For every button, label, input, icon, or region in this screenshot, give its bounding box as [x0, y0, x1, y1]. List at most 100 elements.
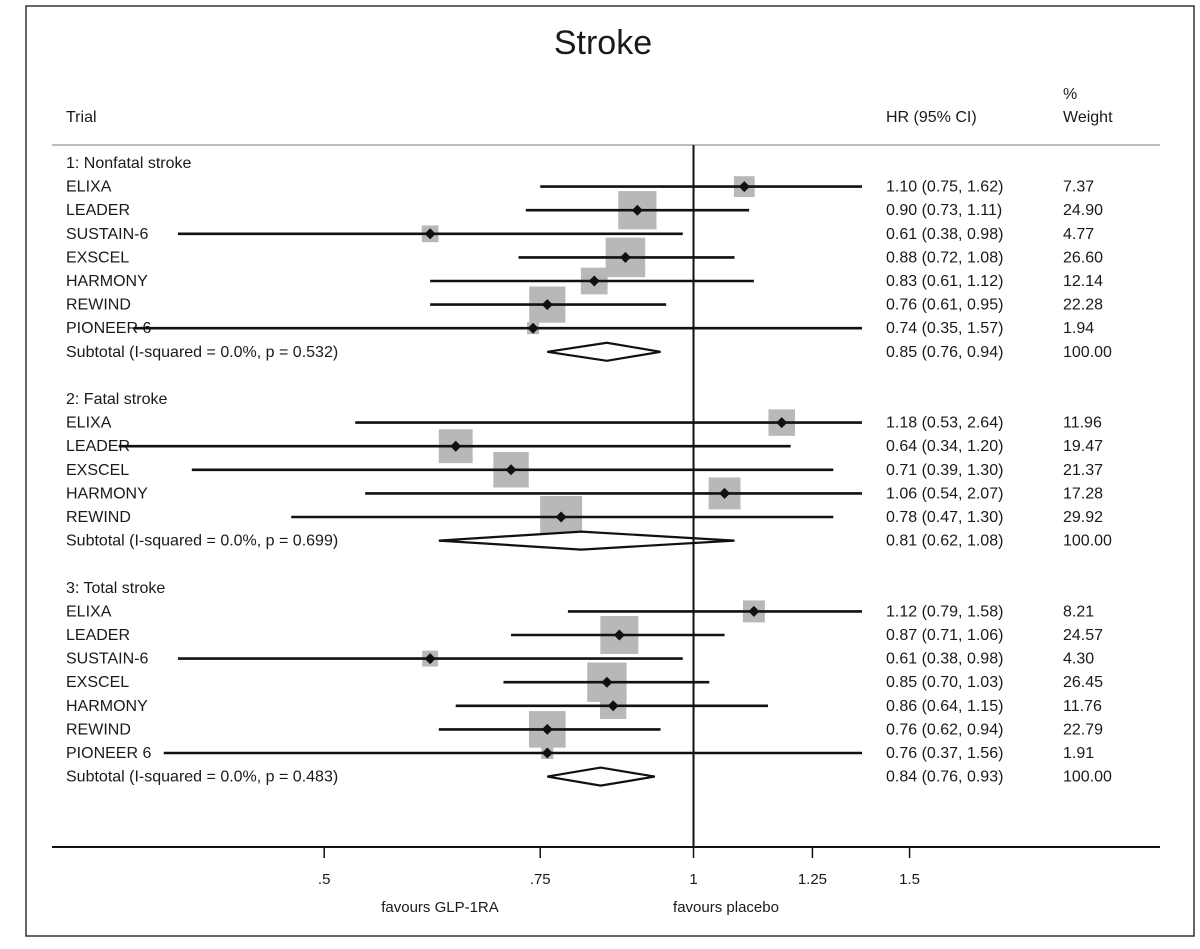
hr-ci-text: 1.06 (0.54, 2.07): [886, 485, 1003, 502]
study-name: PIONEER 6: [66, 745, 151, 762]
study-row: HARMONY 0.86 (0.64, 1.15) 11.76: [66, 692, 1102, 719]
col-header-weight: Weight: [1063, 109, 1113, 126]
study-row: HARMONY 0.83 (0.61, 1.12) 12.14: [66, 267, 1103, 295]
weight-text: 29.92: [1063, 509, 1103, 526]
study-row: EXSCEL 0.88 (0.72, 1.08) 26.60: [66, 237, 1103, 278]
study-name: EXSCEL: [66, 249, 129, 266]
subtotal-row: Subtotal (I-squared = 0.0%, p = 0.483) 0.…: [66, 766, 1112, 787]
hr-ci-text: 0.76 (0.62, 0.94): [886, 721, 1003, 738]
weight-text: 12.14: [1063, 273, 1103, 290]
study-row: PIONEER 6 0.74 (0.35, 1.57) 1.94: [66, 320, 1094, 337]
study-row: LEADER 0.87 (0.71, 1.06) 24.57: [66, 615, 1103, 655]
col-header-trial: Trial: [66, 109, 97, 126]
point-estimate: [748, 605, 760, 617]
study-name: HARMONY: [66, 273, 148, 290]
weight-text: 17.28: [1063, 485, 1103, 502]
point-estimate: [776, 417, 788, 429]
weight-text: 11.96: [1063, 415, 1102, 432]
subtotal-weight-text: 100.00: [1063, 769, 1112, 786]
study-row: REWIND 0.76 (0.62, 0.94) 22.79: [66, 711, 1103, 748]
weight-text: 26.60: [1063, 249, 1103, 266]
subtotal-row: Subtotal (I-squared = 0.0%, p = 0.532) 0.…: [66, 341, 1112, 362]
hr-ci-text: 0.78 (0.47, 1.30): [886, 509, 1003, 526]
hr-ci-text: 1.18 (0.53, 2.64): [886, 415, 1003, 432]
study-name: SUSTAIN-6: [66, 651, 148, 668]
study-name: HARMONY: [66, 698, 148, 715]
study-name: ELIXA: [66, 603, 112, 620]
weight-text: 1.94: [1063, 320, 1094, 337]
subtotal-diamond: [547, 766, 656, 787]
study-name: EXSCEL: [66, 674, 129, 691]
weight-text: 1.91: [1063, 745, 1094, 762]
hr-ci-text: 0.61 (0.38, 0.98): [886, 651, 1003, 668]
weight-text: 4.77: [1063, 226, 1094, 243]
study-name: EXSCEL: [66, 462, 129, 479]
weight-text: 7.37: [1063, 179, 1094, 196]
study-name: REWIND: [66, 297, 131, 314]
x-tick-label: 1: [689, 871, 697, 888]
weight-text: 24.57: [1063, 627, 1103, 644]
weight-text: 19.47: [1063, 438, 1103, 455]
point-estimate: [450, 440, 462, 452]
study-row: ELIXA 1.10 (0.75, 1.62) 7.37: [66, 176, 1094, 198]
point-estimate: [719, 487, 731, 499]
study-name: ELIXA: [66, 179, 112, 196]
figure-frame: [25, 5, 1195, 937]
point-estimate: [505, 464, 517, 476]
study-row: HARMONY 1.06 (0.54, 2.07) 17.28: [66, 477, 1103, 510]
point-estimate: [619, 251, 631, 263]
point-estimate: [424, 228, 436, 240]
subtotal-label: Subtotal (I-squared = 0.0%, p = 0.532): [66, 344, 338, 361]
subtotal-label: Subtotal (I-squared = 0.0%, p = 0.699): [66, 533, 338, 550]
study-name: HARMONY: [66, 485, 148, 502]
hr-ci-text: 0.88 (0.72, 1.08): [886, 249, 1003, 266]
study-name: SUSTAIN-6: [66, 226, 148, 243]
forest-rows: 1: Nonfatal stroke ELIXA 1.10 (0.75, 1.62)…: [66, 155, 1112, 787]
hr-ci-text: 0.71 (0.39, 1.30): [886, 462, 1003, 479]
study-row: SUSTAIN-6 0.61 (0.38, 0.98) 4.30: [66, 651, 1094, 668]
point-estimate: [424, 653, 436, 665]
point-estimate: [541, 299, 553, 311]
point-estimate: [607, 700, 619, 712]
study-row: PIONEER 6 0.76 (0.37, 1.56) 1.91: [66, 745, 1094, 762]
hr-ci-text: 0.61 (0.38, 0.98): [886, 226, 1003, 243]
hr-ci-text: 0.85 (0.70, 1.03): [886, 674, 1003, 691]
hr-ci-text: 0.86 (0.64, 1.15): [886, 698, 1003, 715]
study-row: EXSCEL 0.71 (0.39, 1.30) 21.37: [66, 452, 1103, 488]
subtotal-diamond: [547, 341, 661, 362]
weight-text: 11.76: [1063, 698, 1102, 715]
point-estimate: [631, 204, 643, 216]
x-tick-label: 1.5: [899, 871, 920, 888]
hr-ci-text: 1.12 (0.79, 1.58): [886, 603, 1003, 620]
study-row: LEADER 0.64 (0.34, 1.20) 19.47: [66, 429, 1103, 464]
point-estimate: [527, 322, 539, 334]
point-estimate: [588, 275, 600, 287]
subtotal-label: Subtotal (I-squared = 0.0%, p = 0.483): [66, 769, 338, 786]
study-name: ELIXA: [66, 415, 112, 432]
hr-ci-text: 0.76 (0.61, 0.95): [886, 297, 1003, 314]
point-estimate: [601, 676, 613, 688]
study-row: ELIXA 1.18 (0.53, 2.64) 11.96: [66, 409, 1102, 436]
weight-text: 22.28: [1063, 297, 1103, 314]
hr-ci-text: 0.74 (0.35, 1.57): [886, 320, 1003, 337]
hr-ci-text: 1.10 (0.75, 1.62): [886, 179, 1003, 196]
subtotal-hr-ci-text: 0.81 (0.62, 1.08): [886, 533, 1003, 550]
hr-ci-text: 0.87 (0.71, 1.06): [886, 627, 1003, 644]
study-row: REWIND 0.76 (0.61, 0.95) 22.28: [66, 286, 1103, 323]
study-name: PIONEER 6: [66, 320, 151, 337]
study-name: LEADER: [66, 438, 130, 455]
subtotal-diamond: [438, 530, 735, 551]
x-right-label: favours placebo: [673, 899, 779, 916]
group-label: 3: Total stroke: [66, 580, 165, 597]
study-row: ELIXA 1.12 (0.79, 1.58) 8.21: [66, 600, 1094, 623]
x-tick-label: .5: [318, 871, 331, 888]
x-axis-ticks: .5 .75 1 1.25 1.5: [318, 847, 920, 888]
weight-text: 22.79: [1063, 721, 1103, 738]
chart-title: Stroke: [554, 24, 652, 62]
point-estimate: [613, 629, 625, 641]
group-label: 1: Nonfatal stroke: [66, 155, 192, 172]
weight-text: 8.21: [1063, 603, 1094, 620]
subtotal-weight-text: 100.00: [1063, 533, 1112, 550]
